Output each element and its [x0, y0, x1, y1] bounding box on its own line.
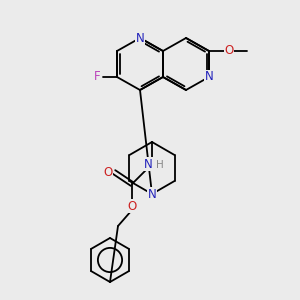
Text: N: N	[144, 158, 152, 170]
Text: O: O	[224, 44, 234, 58]
Text: H: H	[156, 160, 164, 170]
Text: N: N	[205, 70, 213, 83]
Text: F: F	[94, 70, 100, 83]
Text: O: O	[128, 200, 136, 212]
Text: N: N	[136, 32, 144, 44]
Text: O: O	[103, 166, 112, 178]
Text: N: N	[148, 188, 156, 200]
